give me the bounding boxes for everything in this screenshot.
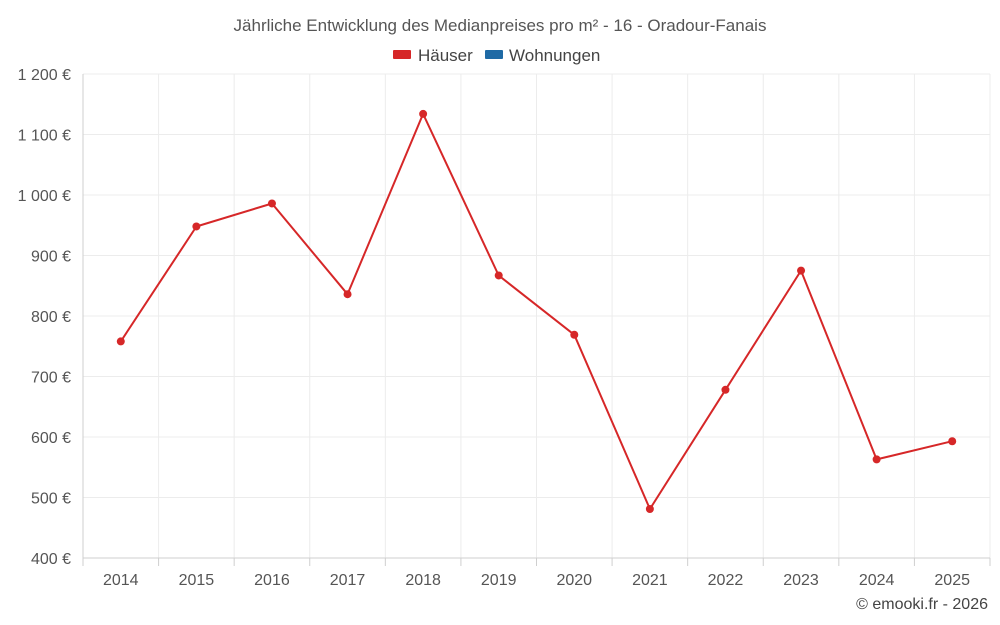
data-point[interactable] — [343, 290, 352, 299]
x-tick-label: 2016 — [254, 572, 290, 589]
axes — [82, 74, 991, 566]
y-tick-label: 1 200 € — [18, 67, 71, 84]
x-tick-label: 2025 — [934, 572, 970, 589]
y-tick-label: 1 000 € — [18, 188, 71, 205]
y-tick-label: 400 € — [31, 551, 71, 568]
y-tick-label: 600 € — [31, 430, 71, 447]
data-point[interactable] — [192, 222, 201, 231]
data-point[interactable] — [797, 266, 806, 275]
x-tick-label: 2023 — [783, 572, 819, 589]
x-tick-label: 2021 — [632, 572, 668, 589]
legend: Häuser Wohnungen — [393, 46, 600, 65]
y-tick-label: 800 € — [31, 309, 71, 326]
data-point[interactable] — [494, 271, 503, 280]
x-tick-label: 2018 — [405, 572, 441, 589]
series-line — [119, 112, 953, 510]
data-point[interactable] — [570, 330, 579, 339]
data-point[interactable] — [948, 437, 957, 446]
legend-swatch-wohnungen — [485, 50, 503, 59]
y-tick-label: 700 € — [31, 370, 71, 387]
data-point[interactable] — [419, 109, 428, 118]
data-point[interactable] — [116, 337, 125, 346]
grid — [82, 73, 991, 559]
x-tick-label: 2014 — [103, 572, 139, 589]
legend-label-haeuser: Häuser — [418, 46, 473, 65]
x-tick-label: 2017 — [330, 572, 366, 589]
x-tick-label: 2022 — [708, 572, 744, 589]
y-tick-label: 1 100 € — [18, 128, 71, 145]
x-tick-label: 2020 — [556, 572, 592, 589]
legend-item-wohnungen[interactable]: Wohnungen — [485, 46, 600, 65]
x-tick-label: 2024 — [859, 572, 895, 589]
x-tick-label: 2015 — [179, 572, 215, 589]
legend-label-wohnungen: Wohnungen — [509, 46, 600, 65]
data-point[interactable] — [645, 504, 654, 513]
chart-title: Jährliche Entwicklung des Medianpreises … — [234, 16, 767, 35]
y-tick-label: 900 € — [31, 249, 71, 266]
x-tick-label: 2019 — [481, 572, 517, 589]
x-axis-ticks: 2014 2015 2016 2017 2018 2019 2020 2021 2022 2023… — [103, 572, 970, 589]
series-layer — [116, 109, 957, 513]
legend-item-haeuser[interactable]: Häuser — [393, 46, 473, 65]
legend-swatch-haeuser — [393, 50, 411, 59]
credit-text: © emooki.fr - 2026 — [856, 596, 988, 613]
y-tick-label: 500 € — [31, 491, 71, 508]
y-axis-ticks: 1 200 € 1 100 € 1 000 € 900 € 800 € 700 € 600 … — [18, 67, 71, 568]
data-point[interactable] — [872, 455, 881, 464]
data-point[interactable] — [721, 385, 730, 394]
data-point[interactable] — [267, 199, 276, 208]
